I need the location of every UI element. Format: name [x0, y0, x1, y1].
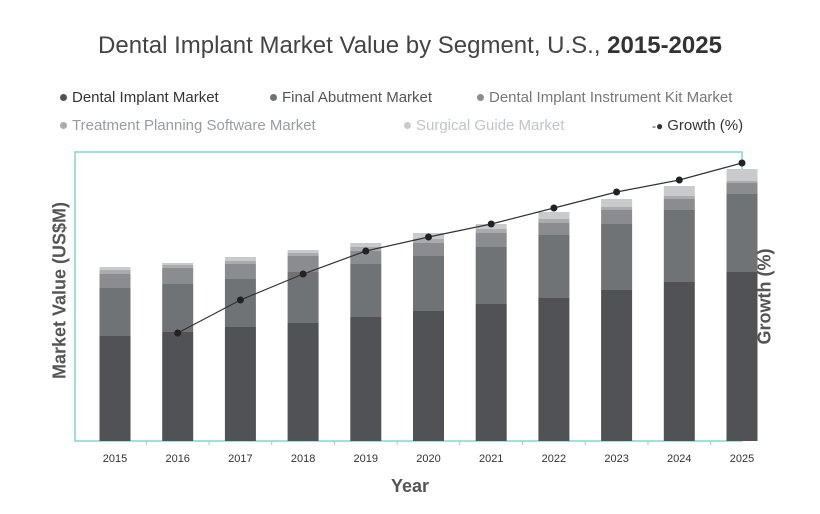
bar-2016-series-0 [162, 332, 194, 441]
x-tick-label: 2024 [667, 453, 691, 465]
bar-2025-series-2 [726, 183, 758, 194]
bar-2024-series-0 [663, 282, 695, 441]
bar-2023-series-2 [601, 210, 633, 224]
growth-point [236, 296, 244, 304]
x-tick-label: 2021 [479, 453, 503, 465]
growth-point [550, 204, 558, 212]
bar-2021-series-1 [475, 247, 507, 304]
x-axis-label: Year [390, 476, 430, 496]
growth-point [487, 220, 495, 228]
bar-2015-series-4 [99, 267, 131, 270]
bar-2023-series-1 [601, 224, 633, 290]
bar-2022-series-1 [538, 235, 570, 298]
bar-2024-series-3 [663, 196, 695, 199]
bar-2018-series-0 [287, 323, 319, 441]
legend-marker: -● [652, 118, 664, 133]
growth-point [174, 329, 182, 337]
bar-2024-series-4 [663, 186, 695, 196]
legend-item-growth: -● Growth (%) [652, 117, 744, 134]
legend-marker [270, 94, 277, 101]
bar-2024-series-2 [663, 199, 695, 210]
chart-title: Dental Implant Market Value by Segment, … [98, 32, 722, 59]
x-tick-label: 2019 [354, 453, 378, 465]
bar-2018-series-1 [287, 272, 319, 323]
bar-2025-series-0 [726, 272, 758, 441]
growth-point [675, 176, 683, 184]
x-tick-label: 2020 [416, 453, 440, 465]
bar-2024-series-1 [663, 210, 695, 282]
bar-2022-series-0 [538, 298, 570, 441]
y-axis-label: Market Value (US$M) [49, 201, 70, 380]
x-tick-label: 2018 [291, 453, 315, 465]
bar-2025-series-3 [726, 181, 758, 183]
bar-2017-series-3 [224, 261, 256, 264]
growth-point [299, 270, 307, 278]
bar-2015-series-0 [99, 336, 131, 441]
x-tick-label: 2022 [542, 453, 566, 465]
bar-2025-series-4 [726, 169, 758, 181]
growth-point [362, 247, 370, 255]
bar-2019-series-0 [350, 317, 382, 441]
bar-2015-series-1 [99, 288, 131, 336]
bar-2020-series-1 [413, 256, 444, 311]
x-tick-label: 2016 [165, 453, 189, 465]
bar-2025-series-1 [726, 194, 758, 272]
legend-marker [404, 122, 411, 129]
bar-2023-series-0 [601, 290, 633, 441]
growth-point [425, 233, 432, 241]
bar-2021-series-2 [475, 233, 507, 247]
legend-item-dental-implant: Dental Implant Market [60, 89, 219, 106]
bar-2019-series-1 [350, 264, 382, 317]
legend-item-final-abutment: Final Abutment Market [270, 89, 432, 106]
legend-item-surgical-guide: Surgical Guide Market [404, 117, 564, 134]
bar-2022-series-4 [538, 212, 570, 219]
bar-2015-series-3 [99, 270, 131, 274]
bar-2022-series-2 [538, 223, 570, 235]
bar-2019-series-4 [350, 243, 382, 247]
x-tick-label: 2015 [103, 453, 127, 465]
legend-item-treatment-planning: Treatment Planning Software Market [60, 117, 316, 134]
bar-2016-series-1 [162, 284, 194, 332]
legend-marker [60, 122, 67, 129]
growth-point [738, 159, 746, 167]
legend-marker [60, 94, 67, 101]
legend-marker [477, 94, 484, 101]
bar-2017-series-4 [224, 257, 256, 261]
bar-2016-series-4 [162, 263, 194, 265]
bar-2020-series-3 [413, 239, 444, 243]
bar-2018-series-2 [287, 256, 319, 272]
bar-2016-series-2 [162, 268, 194, 284]
x-tick-label: 2025 [730, 453, 754, 465]
bar-2015-series-2 [99, 274, 131, 288]
x-tick-label: 2017 [228, 453, 252, 465]
bar-2020-series-0 [413, 311, 444, 441]
bar-2021-series-3 [475, 229, 507, 233]
bar-2017-series-2 [224, 264, 256, 279]
y2-axis-label: Growth (%) [754, 248, 775, 345]
bar-2018-series-3 [287, 253, 319, 256]
bar-2016-series-3 [162, 265, 194, 268]
growth-line [177, 162, 743, 334]
bar-2023-series-4 [601, 199, 633, 207]
bar-2023-series-3 [601, 207, 633, 210]
x-tick-label: 2023 [604, 453, 628, 465]
bar-2020-series-2 [413, 243, 444, 256]
bar-2017-series-0 [224, 327, 256, 441]
bar-2018-series-4 [287, 250, 319, 253]
legend-item-instrument-kit: Dental Implant Instrument Kit Market [477, 89, 732, 106]
bar-2021-series-0 [475, 304, 507, 441]
growth-point [613, 188, 621, 196]
bar-2022-series-3 [538, 219, 570, 223]
